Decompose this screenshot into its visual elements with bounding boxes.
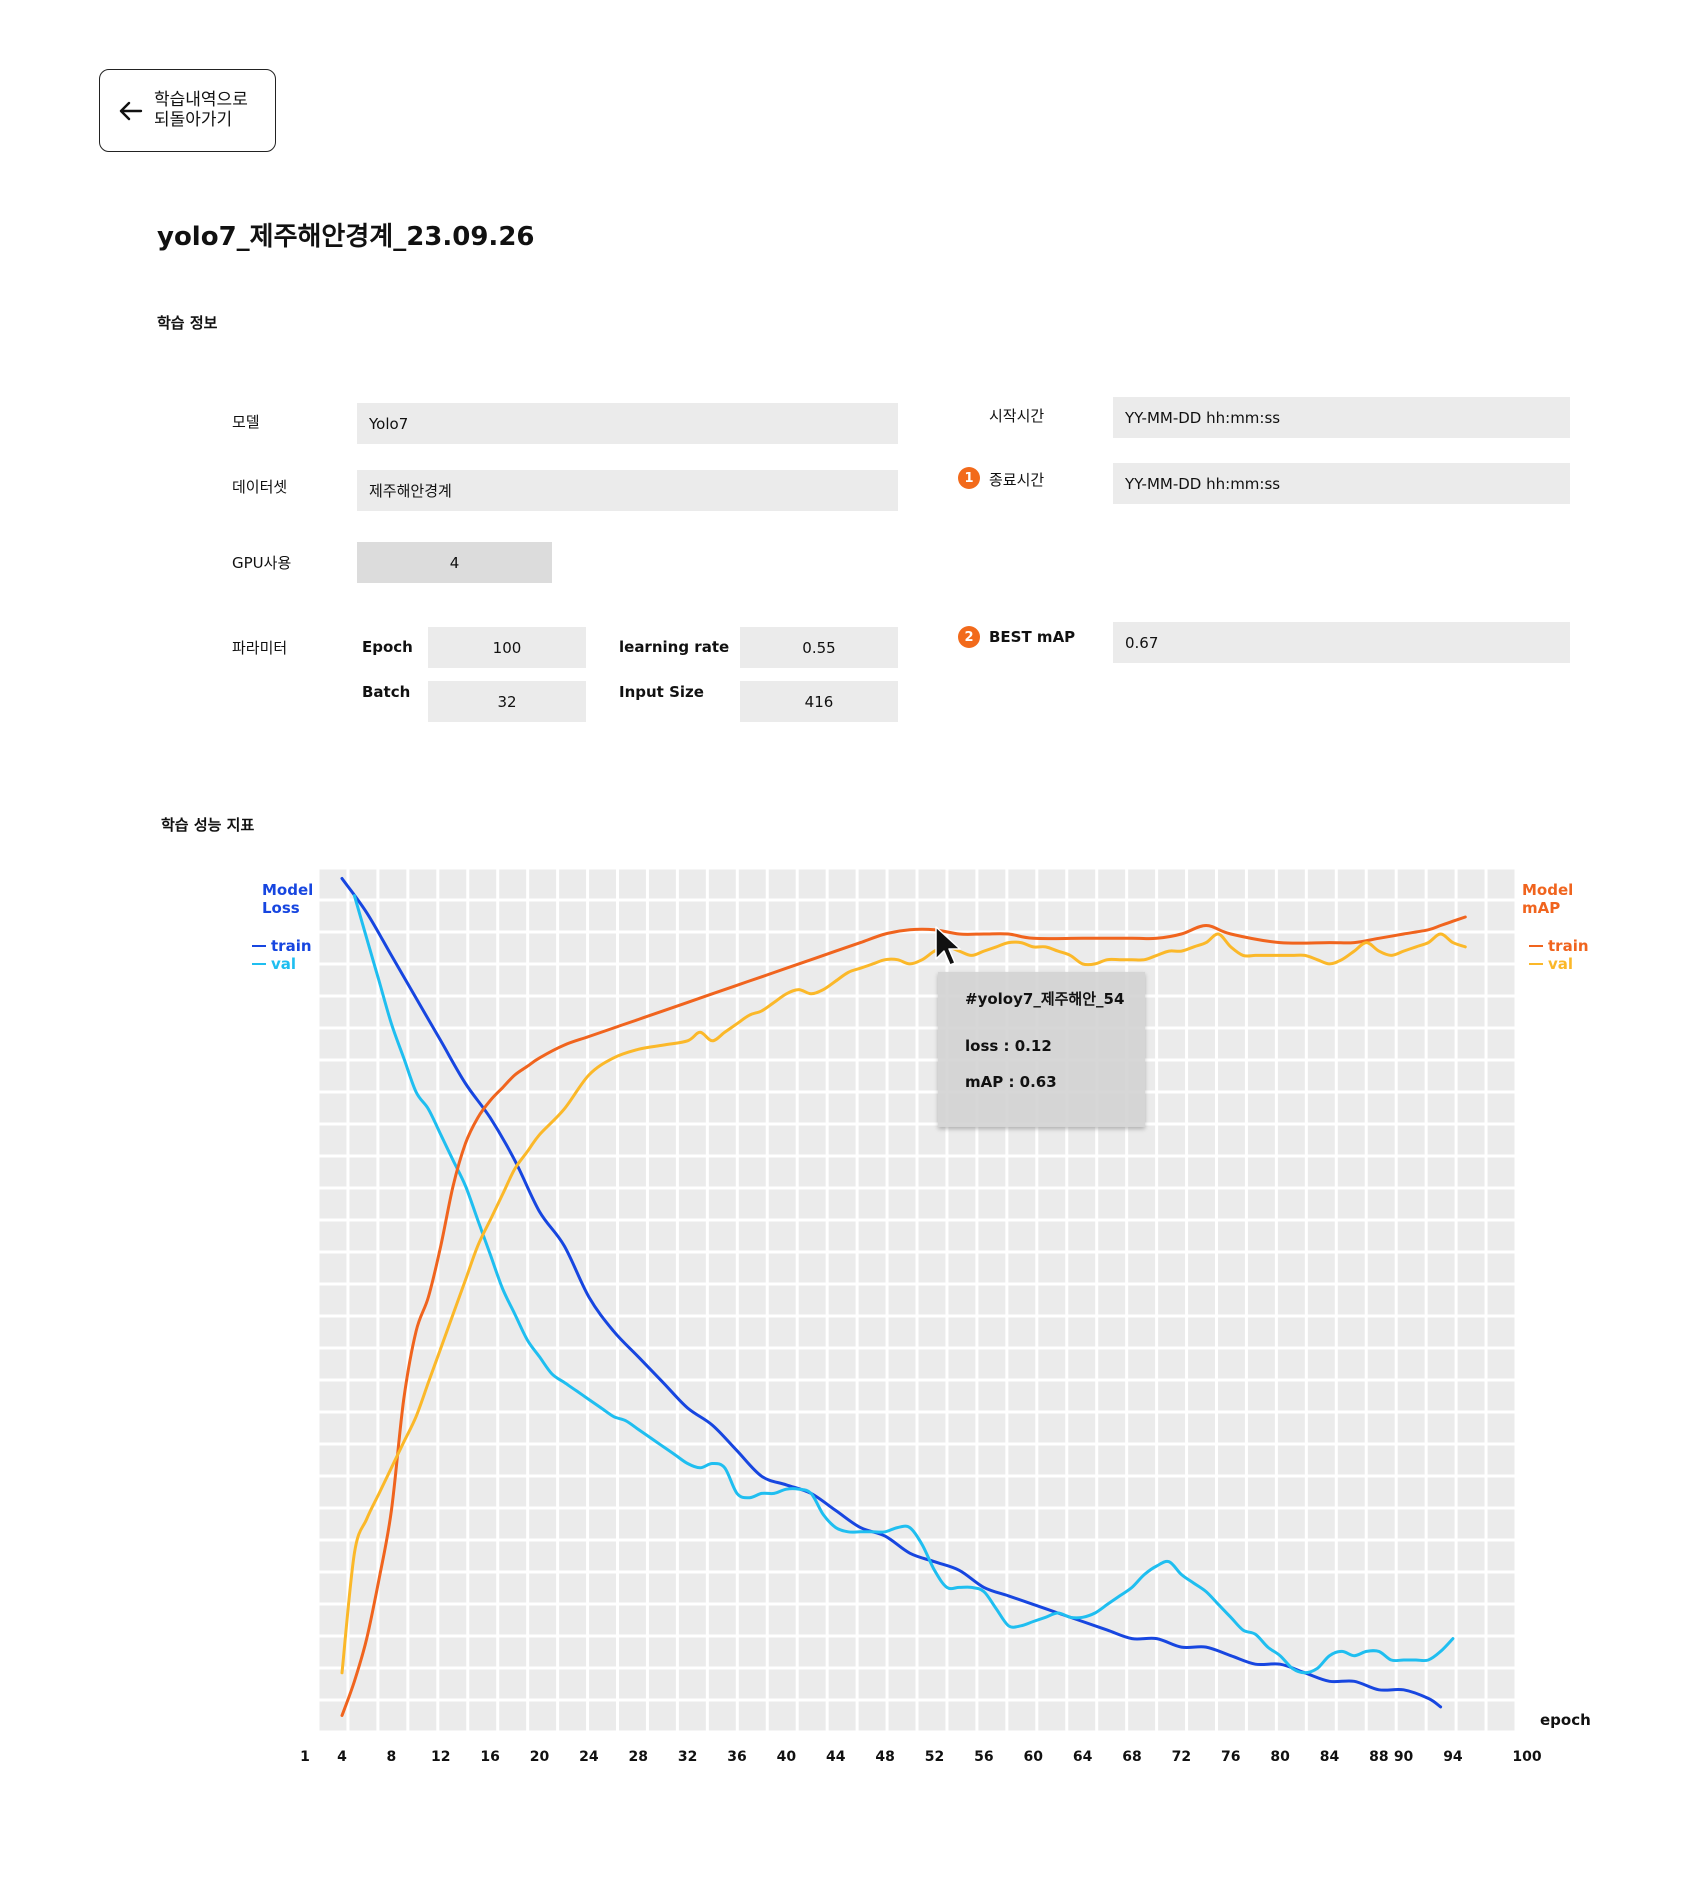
batch-field[interactable]: 32 [428,681,586,722]
chart-series [340,877,1467,1717]
x-tick-label: 76 [1221,1749,1240,1765]
end-time-badge: 1 [958,467,980,489]
tooltip-map: mAP : 0.63 [965,1073,1057,1091]
back-to-history-button[interactable]: 학습내역으로 되돌아가기 [99,69,276,152]
x-tick-label: 36 [727,1749,746,1765]
learning-rate-field[interactable]: 0.55 [740,627,898,668]
x-axis-ticks: 1 4 8 12 16 20 24 28 32 36 40 44 48 52 56 60 64 68 72 76 80 8… [300,1749,1542,1765]
x-tick-label: 56 [974,1749,993,1765]
back-button-label: 학습내역으로 되돌아가기 [154,90,248,130]
info-section-title: 학습 정보 [157,314,218,332]
start-time-label: 시작시간 [989,407,1045,425]
x-tick-label: 24 [579,1749,599,1765]
end-time-label: 종료시간 [989,471,1045,489]
dataset-label: 데이터셋 [232,478,288,496]
input-size-label: Input Size [619,683,704,701]
arrow-left-icon [119,101,143,121]
left-axis-label-line1: Model [262,881,313,899]
x-tick-label: 64 [1073,1749,1093,1765]
batch-label: Batch [362,683,411,701]
series-map-train-line [340,915,1467,1717]
model-label: 모델 [232,413,260,431]
gpu-label: GPU사용 [232,554,292,572]
best-map-badge: 2 [958,626,980,648]
x-tick-label: 72 [1172,1749,1191,1765]
legend-loss-val-label: val [271,955,296,973]
x-tick-label: 28 [629,1749,648,1765]
x-tick-label: 32 [678,1749,697,1765]
x-tick-label: 44 [826,1749,846,1765]
x-tick-label: 4 [337,1749,347,1765]
dataset-field[interactable]: 제주해안경계 [357,470,898,511]
epoch-field[interactable]: 100 [428,627,586,668]
learning-rate-label: learning rate [619,638,730,656]
series-map-val-line [340,932,1467,1675]
best-map-field[interactable]: 0.67 [1113,622,1570,663]
chart-plot-area [318,868,1516,1732]
input-size-field[interactable]: 416 [740,681,898,722]
start-time-field[interactable]: YY-MM-DD hh:mm:ss [1113,397,1570,438]
x-tick-label: 94 [1443,1749,1463,1765]
left-axis-label-line2: Loss [262,899,300,917]
hover-tooltip: #yoloy7_제주해안_54 loss : 0.12 mAP : 0.63 [938,972,1145,1127]
params-label: 파라미터 [232,639,288,657]
right-axis-label-line1: Model [1522,881,1573,899]
mouse-cursor-icon [935,926,961,966]
best-map-label: BEST mAP [989,628,1076,646]
x-axis-label: epoch [1540,1711,1591,1729]
x-tick-label: 40 [777,1749,797,1765]
legend-map-train-label: train [1548,937,1589,955]
x-tick-label: 90 [1394,1749,1414,1765]
model-field[interactable]: Yolo7 [357,403,898,444]
gpu-field[interactable]: 4 [357,542,552,583]
series-loss-val-line [352,894,1455,1675]
end-time-field[interactable]: YY-MM-DD hh:mm:ss [1113,463,1570,504]
x-tick-label: 84 [1320,1749,1340,1765]
series-loss-train-line [340,877,1443,1709]
right-axis-label-line2: mAP [1522,899,1560,917]
tooltip-title: #yoloy7_제주해안_54 [965,990,1125,1008]
page-title: yolo7_제주해안경계_23.09.26 [157,222,535,252]
x-tick-label: 60 [1024,1749,1044,1765]
x-tick-label: 68 [1122,1749,1141,1765]
x-tick-label: 16 [480,1749,499,1765]
legend-map-val-label: val [1548,955,1573,973]
x-tick-label: 20 [530,1749,550,1765]
x-tick-label: 12 [431,1749,450,1765]
epoch-label: Epoch [362,638,413,656]
x-tick-label: 100 [1512,1749,1541,1765]
perf-section-title: 학습 성능 지표 [161,816,255,834]
x-tick-label: 80 [1270,1749,1290,1765]
x-tick-label: 48 [875,1749,894,1765]
tooltip-loss: loss : 0.12 [965,1037,1052,1055]
legend-loss-train-label: train [271,937,312,955]
x-tick-label: 8 [387,1749,397,1765]
chart-grid [316,866,1518,1734]
x-tick-label: 1 [300,1749,310,1765]
x-tick-label: 52 [925,1749,944,1765]
x-tick-label: 88 [1369,1749,1388,1765]
